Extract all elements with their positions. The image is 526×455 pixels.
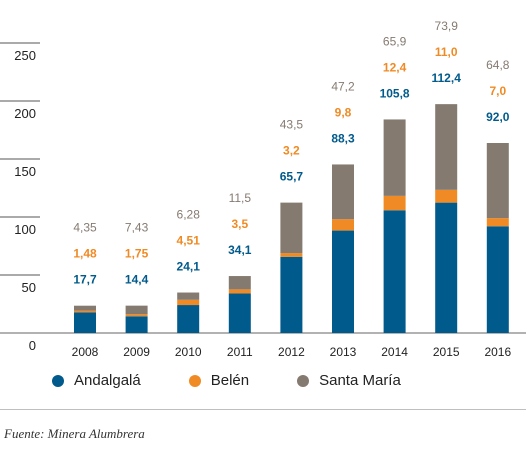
bar-andalgal-2013: [332, 230, 354, 333]
x-tick-label: 2015: [433, 345, 460, 359]
data-label: 4,35: [73, 221, 97, 235]
data-label: 24,1: [177, 260, 201, 274]
legend-label-belen: Belén: [210, 372, 250, 389]
data-label: 6,28: [177, 208, 201, 222]
data-label: 17,7: [73, 273, 97, 287]
bar-beln-2008: [74, 310, 96, 313]
bar-santamara-2010: [177, 292, 200, 300]
legend-label-santa-maria: Santa María: [319, 372, 401, 389]
legend-item-santa-maria: Santa María: [297, 372, 401, 389]
bars: [74, 104, 509, 333]
data-label: 47,2: [331, 79, 355, 93]
bar-andalgal-2009: [125, 316, 148, 333]
data-label: 14,4: [125, 273, 149, 287]
bar-beln-2012: [280, 253, 303, 257]
bar-santamara-2008: [74, 305, 96, 311]
x-tick-label: 2014: [381, 345, 408, 359]
bar-santamara-2012: [280, 202, 303, 254]
bar-beln-2016: [486, 218, 509, 227]
legend-label-andalgala: Andalgalá: [74, 372, 141, 389]
bar-beln-2015: [435, 189, 458, 203]
data-label: 88,3: [331, 131, 355, 145]
data-label: 12,4: [383, 60, 407, 74]
data-label: 1,48: [73, 247, 97, 261]
y-tick-label: 200: [14, 106, 36, 121]
y-tick-label: 150: [14, 164, 36, 179]
legend-swatch-belen: [188, 374, 201, 387]
data-label: 11,5: [229, 191, 252, 205]
legend-item-belen: Belén: [188, 372, 250, 389]
data-label: 43,5: [280, 118, 304, 132]
x-tick-label: 2010: [175, 345, 202, 359]
bar-andalgal-2014: [383, 210, 406, 333]
y-tick-label: 0: [29, 338, 36, 353]
data-labels: 17,7 1,48 4,35 14,4 1,75 7,43 24,1 4,51 6,28 34,1…: [73, 19, 509, 287]
bar-andalgal-2015: [435, 202, 458, 333]
data-label: 3,2: [283, 144, 300, 158]
bar-beln-2009: [125, 314, 148, 317]
x-tick-label: 2011: [227, 345, 253, 359]
data-label: 92,0: [486, 110, 510, 124]
y-tick-label: 250: [14, 48, 36, 63]
data-label: 1,75: [125, 247, 149, 261]
bar-santamara-2015: [435, 104, 458, 190]
data-label: 73,9: [435, 19, 459, 33]
data-label: 7,43: [125, 221, 149, 235]
data-label: 4,51: [177, 234, 201, 248]
stacked-bar-chart: 0 50 100 150 200 250 2008 2009 2010 2011 2012 2013 2…: [0, 19, 526, 359]
bar-andalgal-2012: [280, 256, 303, 333]
bar-andalgal-2010: [177, 305, 200, 333]
data-label: 112,4: [432, 71, 462, 85]
y-tick-label: 100: [14, 222, 36, 237]
y-tick-label: 50: [22, 280, 36, 295]
legend-swatch-santa-maria: [297, 374, 310, 387]
x-tick-label: 2016: [484, 345, 511, 359]
legend-swatch-andalgala: [52, 374, 64, 387]
data-label: 65,9: [383, 34, 407, 48]
source-divider: [0, 409, 526, 410]
bar-santamara-2014: [383, 119, 406, 196]
bar-andalgal-2011: [228, 293, 251, 333]
x-tick-label: 2009: [123, 345, 150, 359]
bar-beln-2014: [383, 195, 406, 211]
x-tick-label: 2012: [278, 345, 305, 359]
data-label: 3,5: [231, 217, 248, 231]
bar-santamara-2011: [228, 276, 251, 290]
data-label: 11,0: [435, 45, 458, 59]
legend-item-andalgala: Andalgalá: [52, 372, 141, 389]
bar-beln-2010: [177, 299, 200, 306]
data-label: 64,8: [486, 58, 510, 72]
bar-santamara-2013: [332, 164, 354, 220]
data-label: 65,7: [280, 170, 304, 184]
bar-beln-2011: [228, 289, 251, 294]
x-tick-label: 2013: [330, 345, 357, 359]
bar-beln-2013: [332, 219, 354, 231]
x-tick-label: 2008: [72, 345, 99, 359]
data-label: 9,8: [335, 105, 352, 119]
legend: Andalgalá Belén Santa María: [52, 372, 449, 389]
bar-santamara-2016: [486, 142, 509, 219]
data-label: 34,1: [228, 243, 252, 257]
bar-andalgal-2016: [486, 226, 509, 333]
source-note: Fuente: Minera Alumbrera: [4, 426, 145, 441]
data-label: 7,0: [489, 84, 506, 98]
bar-andalgal-2008: [74, 312, 96, 333]
data-label: 105,8: [380, 86, 410, 100]
bar-santamara-2009: [125, 305, 148, 315]
